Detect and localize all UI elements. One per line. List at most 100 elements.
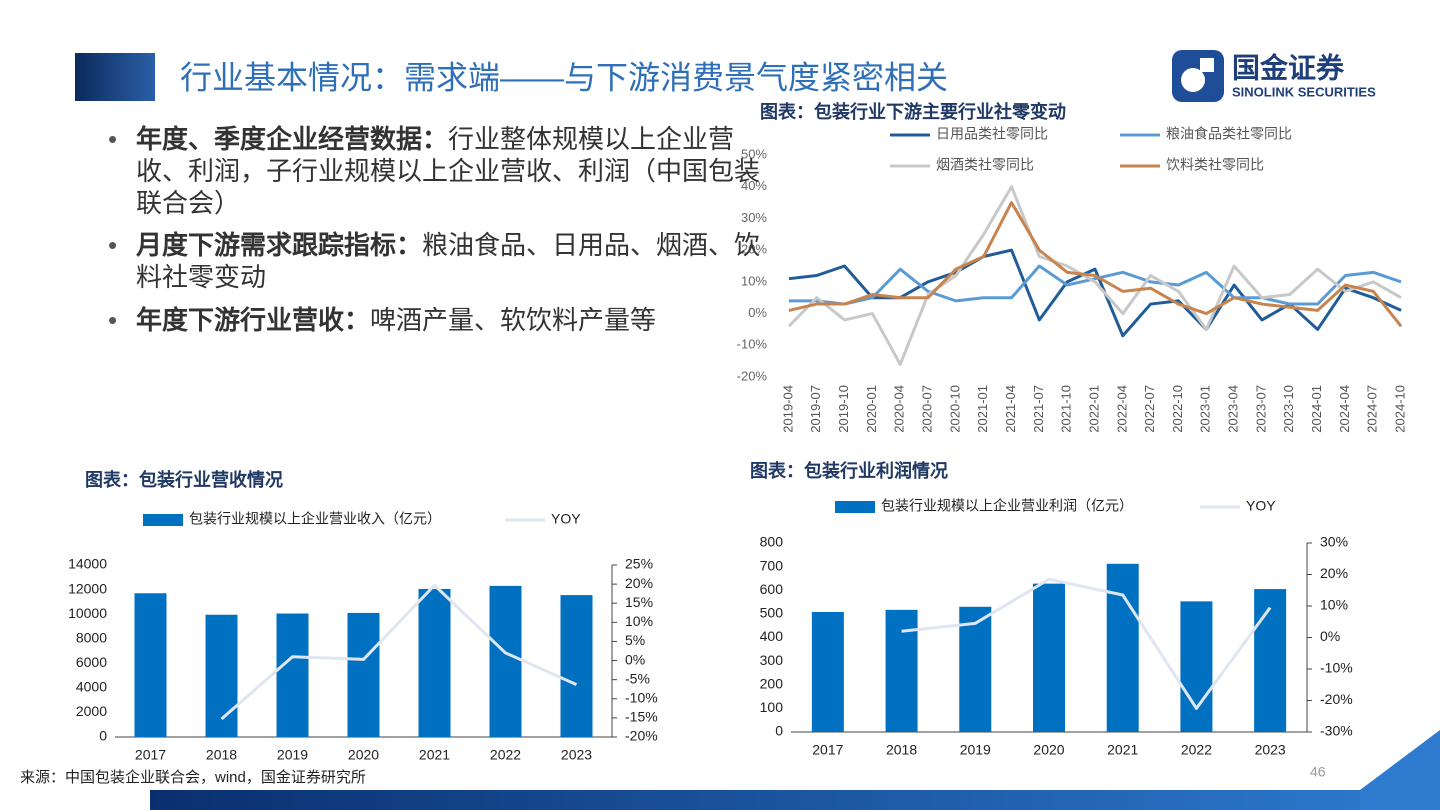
y2-tick-label: 15%	[625, 594, 653, 610]
y-tick-label: 12000	[68, 580, 107, 596]
series-line	[220, 583, 578, 721]
y2-tick-label: 0%	[1320, 628, 1340, 644]
y-tick-label: 600	[760, 581, 784, 597]
x-tick-label: 2017	[135, 747, 166, 763]
series-line	[788, 264, 1402, 306]
x-tick-label: 2021	[1107, 742, 1138, 758]
x-tick-label: 2022-07	[1142, 385, 1157, 433]
y-tick-label: 500	[760, 605, 784, 621]
bullet-lead: 年度、季度企业经营数据：	[136, 124, 449, 154]
x-tick-label: 2021	[419, 747, 450, 763]
x-tick-label: 2023	[561, 747, 592, 763]
y-tick-label: -20%	[737, 368, 768, 383]
x-tick-label: 2021-01	[975, 385, 990, 433]
x-tick-label: 2020	[1033, 742, 1064, 758]
header-block	[75, 53, 155, 101]
y2-tick-label: -5%	[625, 670, 650, 686]
x-tick-label: 2019-07	[808, 385, 823, 433]
x-tick-label: 2019	[277, 747, 308, 763]
bullet-text: 粮油食品、日用品、烟酒、饮料社零变动	[136, 230, 761, 292]
x-tick-label: 2024-01	[1309, 385, 1324, 433]
bar	[560, 595, 593, 737]
x-tick-label: 2022	[490, 747, 521, 763]
bar	[1033, 583, 1065, 732]
legend-swatch	[143, 514, 183, 526]
legend-label: 包装行业规模以上企业营业收入（亿元）	[189, 511, 441, 527]
legend-swatch	[835, 501, 875, 513]
x-tick-label: 2021-04	[1003, 385, 1018, 433]
source: 来源：中国包装企业联合会，wind，国金证券研究所	[20, 768, 366, 786]
y2-tick-label: -10%	[625, 689, 658, 705]
x-tick-label: 2018	[206, 747, 237, 763]
y2-tick-label: -20%	[625, 728, 658, 744]
bar	[885, 609, 918, 732]
series-line	[787, 185, 1402, 366]
x-tick-label: 2022-04	[1114, 385, 1129, 433]
bar	[811, 611, 844, 732]
y-tick-label: 4000	[76, 679, 107, 695]
y2-tick-label: -30%	[1320, 723, 1353, 739]
x-tick-label: 2022-10	[1170, 385, 1185, 433]
legend-label: YOY	[551, 511, 581, 527]
logo-icon-dot	[1181, 68, 1205, 92]
x-tick-label: 2023	[1255, 742, 1286, 758]
y-tick-label: 200	[760, 675, 784, 691]
series-line	[788, 201, 1403, 328]
x-tick-label: 2019-04	[780, 385, 795, 433]
y2-tick-label: -10%	[1320, 660, 1353, 676]
y-tick-label: 800	[760, 534, 784, 550]
y2-tick-label: 10%	[625, 613, 653, 629]
bar	[134, 593, 167, 737]
bar	[418, 588, 451, 737]
bullet-lead: 年度下游行业营收：	[136, 305, 371, 335]
x-tick-label: 2023-10	[1281, 385, 1296, 433]
x-tick-label: 2024-07	[1365, 385, 1380, 433]
x-tick-label: 2019	[960, 742, 991, 758]
legend-label: YOY	[1246, 498, 1276, 514]
y-tick-label: 700	[760, 557, 784, 573]
x-tick-label: 2020-04	[892, 385, 907, 433]
bullet: 年度、季度企业经营数据：行业整体规模以上企业营收、利润，子行业规模以上企业营收、…	[108, 123, 761, 219]
y2-tick-label: -15%	[625, 709, 658, 725]
footer-bar	[150, 790, 1440, 810]
legend-label: 烟酒类社零同比	[936, 157, 1034, 173]
series-line	[788, 248, 1402, 338]
bullet: 年度下游行业营收：啤酒产量、软饮料产量等	[108, 304, 761, 336]
bullet-text: 行业整体规模以上企业营收、利润，子行业规模以上企业营收、利润（中国包装联合会）	[136, 124, 761, 218]
logo-icon-square	[1200, 58, 1214, 72]
y2-tick-label: -20%	[1320, 691, 1353, 707]
footer-corner	[1360, 730, 1440, 810]
bar	[1106, 563, 1139, 732]
y-tick-label: 6000	[76, 654, 107, 670]
x-tick-label: 2019-10	[836, 385, 851, 433]
x-tick-label: 2020-10	[947, 385, 962, 433]
y-tick-label: 300	[760, 652, 784, 668]
slide-title: 行业基本情况：需求端——与下游消费景气度紧密相关	[180, 59, 948, 95]
bar	[959, 606, 992, 732]
x-tick-label: 2020-07	[919, 385, 934, 433]
y2-tick-label: 20%	[1320, 565, 1348, 581]
x-tick-label: 2021-10	[1059, 385, 1074, 433]
y2-tick-label: 30%	[1320, 534, 1348, 550]
x-tick-label: 2024-10	[1393, 385, 1408, 433]
legend-label: 饮料类社零同比	[1166, 157, 1264, 173]
bullet-lead: 月度下游需求跟踪指标：	[136, 230, 423, 260]
bar	[489, 585, 522, 737]
x-tick-label: 2023-01	[1198, 385, 1213, 433]
bullet: 月度下游需求跟踪指标：粮油食品、日用品、烟酒、饮料社零变动	[108, 229, 761, 293]
bar	[347, 612, 380, 737]
y-tick-label: 14000	[68, 556, 107, 572]
legend-label: 包装行业规模以上企业营业利润（亿元）	[881, 498, 1133, 514]
y-tick-label: 10000	[68, 605, 107, 621]
y-tick-label: 0	[99, 728, 107, 744]
y-tick-label: 0	[775, 723, 783, 739]
bar	[205, 614, 238, 737]
legend-label: 日用品类社零同比	[936, 126, 1048, 142]
chart-title: 图表：包装行业营收情况	[85, 469, 283, 490]
y2-tick-label: 25%	[625, 556, 653, 572]
x-tick-label: 2020-01	[864, 385, 879, 433]
y2-tick-label: 0%	[625, 651, 645, 667]
x-tick-label: 2022-01	[1086, 385, 1101, 433]
series-line	[901, 577, 1272, 710]
